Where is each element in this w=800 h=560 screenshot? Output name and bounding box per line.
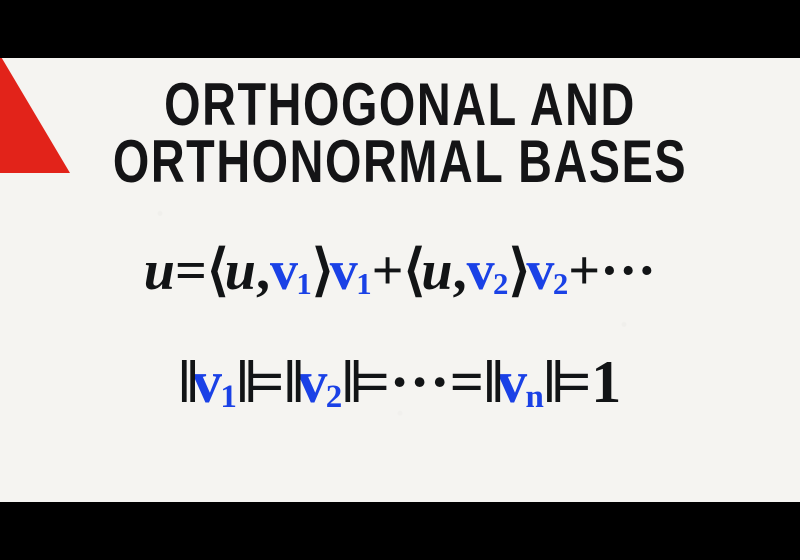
title-text: ORTHOGONAL AND ORTHONORMAL BASES [113, 76, 687, 190]
math-token: 2 [493, 267, 508, 302]
math-token: , [453, 239, 467, 303]
math-token: = [175, 239, 207, 303]
equation-expansion: u=⟨u,v1⟩v1+⟨u,v2⟩v2+··· [144, 238, 656, 303]
math-token: u [225, 239, 256, 303]
math-token: ‖ [284, 348, 297, 417]
letterbox-top [0, 0, 800, 55]
math-token: v [467, 239, 495, 303]
math-token: 1 [220, 379, 237, 416]
math-token: 1 [296, 267, 311, 302]
math-token: v [526, 239, 554, 303]
math-token: u [144, 239, 175, 303]
math-token: 1 [356, 267, 371, 302]
math-token: ‖ [484, 348, 497, 417]
math-token: , [256, 239, 270, 303]
math-token: ··· [390, 348, 450, 417]
math-token: ⟨ [404, 238, 422, 303]
math-token: = [450, 348, 484, 417]
math-token: ⟩ [312, 238, 330, 303]
math-token: 2 [553, 267, 568, 302]
letterbox-bottom [0, 505, 800, 560]
math-token: ‖ [342, 348, 355, 417]
math-token: 2 [326, 379, 343, 416]
math-token: + [372, 239, 404, 303]
math-token: ‖ [179, 348, 192, 417]
math-token: ⟨ [207, 238, 225, 303]
math-token: u [421, 239, 452, 303]
math-token: 1 [591, 348, 621, 417]
math-token: ⟩ [508, 238, 526, 303]
thumbnail-frame: ORTHOGONAL AND ORTHONORMAL BASES u=⟨u,v1… [0, 0, 800, 560]
math-token: + [568, 239, 600, 303]
math-token: n [525, 379, 543, 416]
red-accent-triangle [0, 55, 70, 173]
math-token: ··· [600, 239, 656, 303]
math-token: v [270, 239, 298, 303]
math-token: v [330, 239, 358, 303]
math-token: ‖ [237, 348, 250, 417]
math-token: ‖ [544, 348, 557, 417]
equation-norms: ‖v1‖=‖v2‖=···=‖vn‖=1 [179, 348, 621, 417]
content-canvas: ORTHOGONAL AND ORTHONORMAL BASES u=⟨u,v1… [0, 55, 800, 505]
